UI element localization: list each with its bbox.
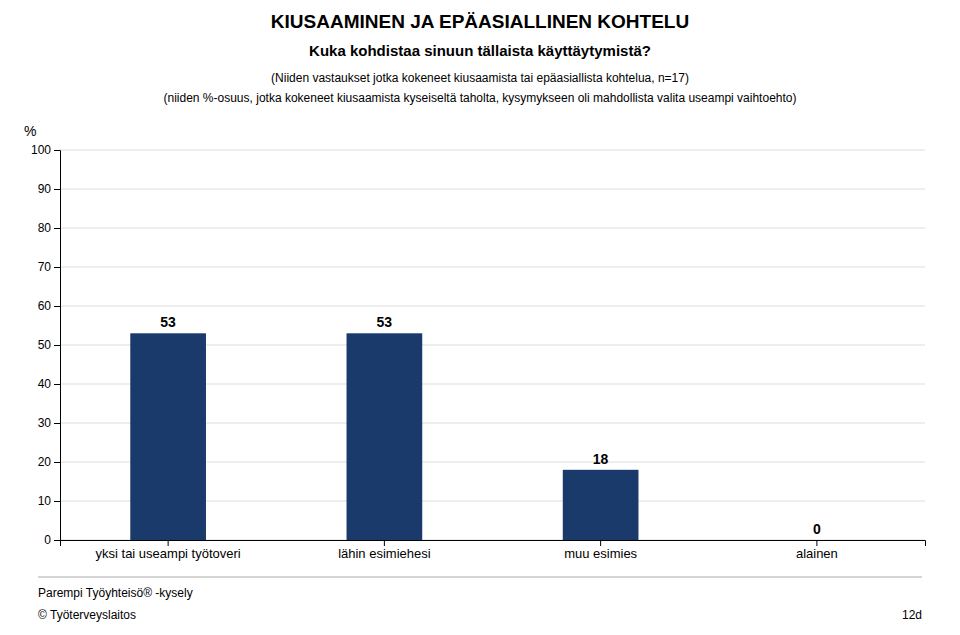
y-tick-mark bbox=[54, 189, 60, 190]
x-axis: yksi tai useampi työtoveri lähin esimiehe… bbox=[61, 540, 926, 561]
y-tick-label: 30 bbox=[38, 416, 52, 430]
y-tick-label: 0 bbox=[44, 533, 51, 547]
footer-text: Parempi Työyhteisö® -kysely bbox=[38, 586, 193, 600]
y-axis: 0 10 20 30 40 50 60 70 80 90 100 bbox=[31, 143, 61, 547]
x-tick-label: yksi tai useampi työtoveri bbox=[96, 546, 241, 561]
y-tick: 50 bbox=[38, 338, 60, 352]
data-label: 18 bbox=[593, 451, 609, 467]
y-tick-label: 90 bbox=[38, 182, 52, 196]
y-tick: 30 bbox=[38, 416, 60, 430]
x-tick: lähin esimiehesi bbox=[338, 540, 431, 561]
x-tick: yksi tai useampi työtoveri bbox=[96, 540, 241, 561]
y-tick: 40 bbox=[38, 377, 60, 391]
y-tick-mark bbox=[54, 306, 60, 307]
y-tick-mark bbox=[54, 423, 60, 424]
title: KIUSAAMINEN JA EPÄASIALLINEN KOHTELU bbox=[271, 11, 689, 32]
bar bbox=[779, 540, 855, 541]
y-tick-label: 20 bbox=[38, 455, 52, 469]
y-tick-mark bbox=[54, 540, 60, 541]
x-tick-label: lähin esimiehesi bbox=[338, 546, 431, 561]
grid-line bbox=[60, 189, 925, 190]
y-tick: 90 bbox=[38, 182, 60, 196]
y-tick: 60 bbox=[38, 299, 60, 313]
data-label: 53 bbox=[160, 314, 176, 330]
x-tick: alainen bbox=[796, 540, 838, 561]
y-axis-line bbox=[54, 151, 61, 541]
x-tick-mark bbox=[600, 540, 601, 546]
y-tick-label: 10 bbox=[38, 494, 52, 508]
y-tick: 20 bbox=[38, 455, 60, 469]
x-tick-mark bbox=[816, 540, 817, 546]
y-tick-label: 70 bbox=[38, 260, 52, 274]
bar bbox=[347, 333, 423, 540]
grid bbox=[60, 150, 925, 540]
y-tick: 100 bbox=[31, 143, 60, 157]
y-tick-label: 40 bbox=[38, 377, 52, 391]
y-tick: 80 bbox=[38, 221, 60, 235]
y-tick-label: 50 bbox=[38, 338, 52, 352]
footer-text: © Työterveyslaitos bbox=[38, 608, 136, 622]
grid-line bbox=[60, 306, 925, 307]
subtitle: Kuka kohdistaa sinuun tällaista käyttäyt… bbox=[309, 42, 651, 59]
y-tick-mark bbox=[54, 462, 60, 463]
y-tick-label: 60 bbox=[38, 299, 52, 313]
grid-line bbox=[60, 150, 925, 151]
y-tick: 0 bbox=[44, 533, 60, 547]
footer-rule bbox=[38, 577, 922, 578]
data-label: 0 bbox=[813, 521, 821, 537]
x-tick-label: muu esimies bbox=[564, 546, 637, 561]
x-tick-mark bbox=[168, 540, 169, 546]
bar bbox=[563, 470, 639, 540]
grid-line bbox=[60, 267, 925, 268]
plot: 0 10 20 30 40 50 60 70 80 90 100 yksi tai useampi t… bbox=[31, 143, 926, 561]
bars bbox=[130, 333, 638, 540]
subtitle: (niiden %-osuus, jotka kokeneet kiusaami… bbox=[164, 91, 797, 105]
y-tick-mark bbox=[54, 228, 60, 229]
y-tick: 70 bbox=[38, 260, 60, 274]
subtitle: (Niiden vastaukset jotka kokeneet kiusaa… bbox=[271, 71, 689, 85]
data-labels: 53 53 18 0 bbox=[160, 314, 821, 537]
y-tick-mark bbox=[54, 150, 60, 151]
x-tick-label: alainen bbox=[796, 546, 838, 561]
y-tick-mark bbox=[54, 384, 60, 385]
y-tick: 10 bbox=[38, 494, 60, 508]
x-tick-mark bbox=[384, 540, 385, 546]
grid-line bbox=[60, 228, 925, 229]
chart: KIUSAAMINEN JA EPÄASIALLINEN KOHTELU Kuka… bbox=[0, 0, 960, 635]
y-tick-label: 100 bbox=[31, 143, 51, 157]
x-tick: muu esimies bbox=[564, 540, 637, 561]
x-axis-line bbox=[61, 541, 926, 547]
y-tick-mark bbox=[54, 267, 60, 268]
y-axis-label: % bbox=[24, 123, 36, 139]
y-tick-mark bbox=[54, 501, 60, 502]
bar bbox=[130, 333, 206, 540]
page-number: 12d bbox=[902, 608, 922, 622]
y-tick-label: 80 bbox=[38, 221, 52, 235]
data-label: 53 bbox=[377, 314, 393, 330]
y-tick-mark bbox=[54, 345, 60, 346]
